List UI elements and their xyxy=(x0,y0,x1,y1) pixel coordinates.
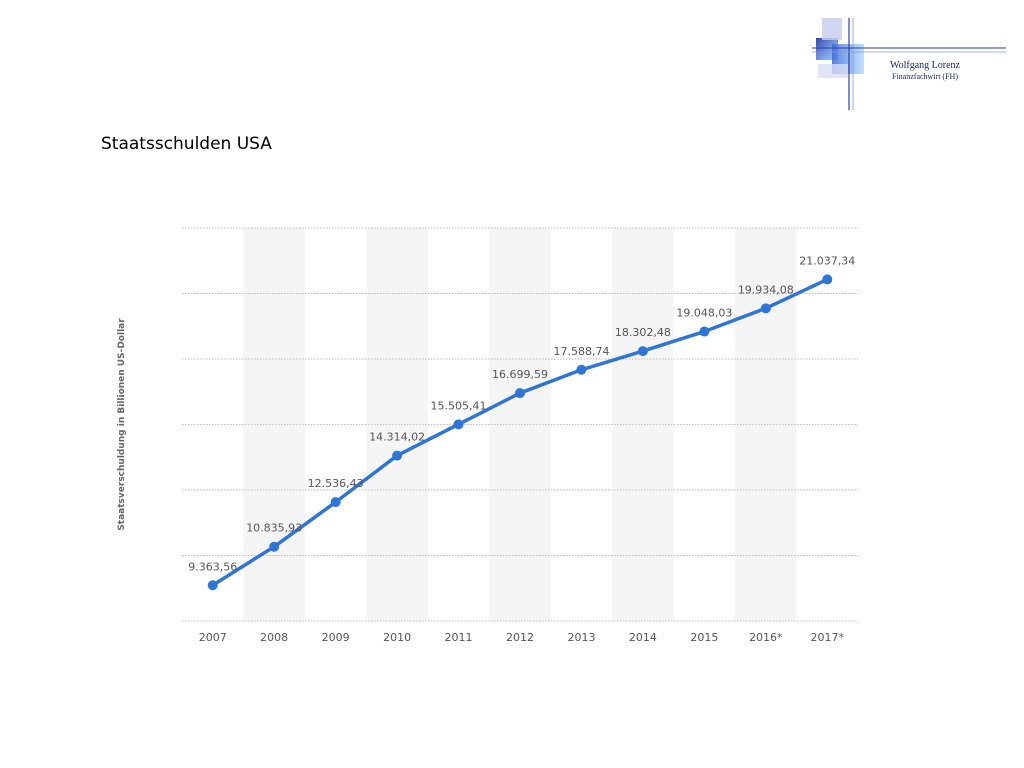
y-axis-label: Staatsverschuldung in Billionen US-Dolla… xyxy=(117,318,127,531)
x-axis-ticks: 2007 2008 2009 2010 2011 2012 2013 2014 2015 2016… xyxy=(199,631,845,644)
data-label: 15.505,41 xyxy=(431,399,487,412)
chart-series: 9.363,56 10.835,93 12.536,43 14.314,02 15.50… xyxy=(188,254,855,591)
data-point xyxy=(576,364,587,375)
x-tick-label: 2016* xyxy=(749,631,783,644)
x-tick-label: 2009 xyxy=(322,631,350,644)
logo-name: Wolfgang Lorenz xyxy=(890,60,961,71)
data-point xyxy=(453,419,464,430)
data-point xyxy=(207,580,218,591)
data-point xyxy=(637,346,648,357)
data-point xyxy=(515,388,525,399)
data-label: 10.835,93 xyxy=(246,522,302,535)
category-band xyxy=(366,228,428,621)
data-point xyxy=(392,450,403,461)
data-label: 19.048,03 xyxy=(676,307,732,320)
data-label: 14.314,02 xyxy=(369,431,425,444)
slide-title: Staatsschulden USA xyxy=(101,134,272,154)
x-tick-label: 2011 xyxy=(445,631,473,644)
logo: Wolfgang Lorenz Finanzfachwirt (FH) xyxy=(808,14,1018,114)
data-label: 18.302,48 xyxy=(615,326,671,339)
x-tick-label: 2007 xyxy=(199,631,227,644)
x-tick-label: 2013 xyxy=(567,631,595,644)
x-tick-label: 2014 xyxy=(629,631,657,644)
x-tick-label: 2008 xyxy=(260,631,288,644)
data-label: 9.363,56 xyxy=(188,560,237,573)
data-label: 16.699,59 xyxy=(492,368,548,381)
data-label: 19.934,08 xyxy=(738,283,794,296)
data-point xyxy=(822,274,833,285)
x-tick-label: 2015 xyxy=(690,631,718,644)
data-point xyxy=(269,541,280,552)
x-tick-label: 2010 xyxy=(383,631,411,644)
data-label: 17.588,74 xyxy=(553,345,609,358)
logo-subtitle: Finanzfachwirt (FH) xyxy=(892,72,958,81)
category-band xyxy=(243,228,305,621)
data-label: 12.536,43 xyxy=(308,477,364,490)
data-label: 21.037,34 xyxy=(799,254,855,267)
data-point xyxy=(330,497,341,508)
x-tick-label: 2012 xyxy=(506,631,534,644)
data-point xyxy=(760,303,771,314)
data-point xyxy=(699,326,710,337)
x-tick-label: 2017* xyxy=(811,631,845,644)
logo-graphic: Wolfgang Lorenz Finanzfachwirt (FH) xyxy=(812,18,1006,110)
